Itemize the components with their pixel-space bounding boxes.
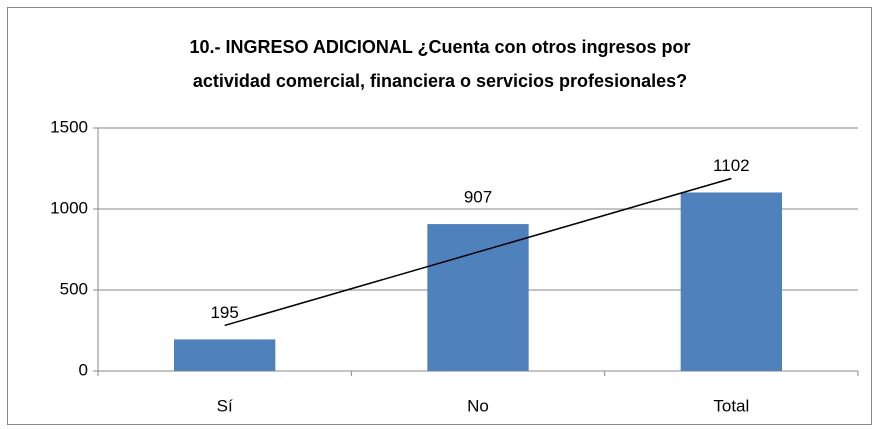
data-label: 195 [210, 303, 238, 322]
chart-title: actividad comercial, financiera o servic… [193, 71, 687, 91]
y-tick-label: 1500 [50, 117, 88, 136]
data-label: 1102 [713, 156, 750, 175]
x-tick-label: Sí [217, 396, 233, 415]
chart-title: 10.- INGRESO ADICIONAL ¿Cuenta con otros… [189, 37, 690, 57]
bar [427, 224, 529, 371]
x-tick-label: Total [713, 396, 749, 415]
y-tick-label: 1000 [50, 198, 88, 217]
data-label: 907 [464, 188, 492, 207]
y-tick-label: 500 [60, 279, 88, 298]
bar [680, 192, 782, 371]
trendline [224, 177, 732, 327]
bar [174, 339, 276, 371]
x-tick-label: No [467, 396, 489, 415]
y-tick-label: 0 [79, 360, 88, 379]
